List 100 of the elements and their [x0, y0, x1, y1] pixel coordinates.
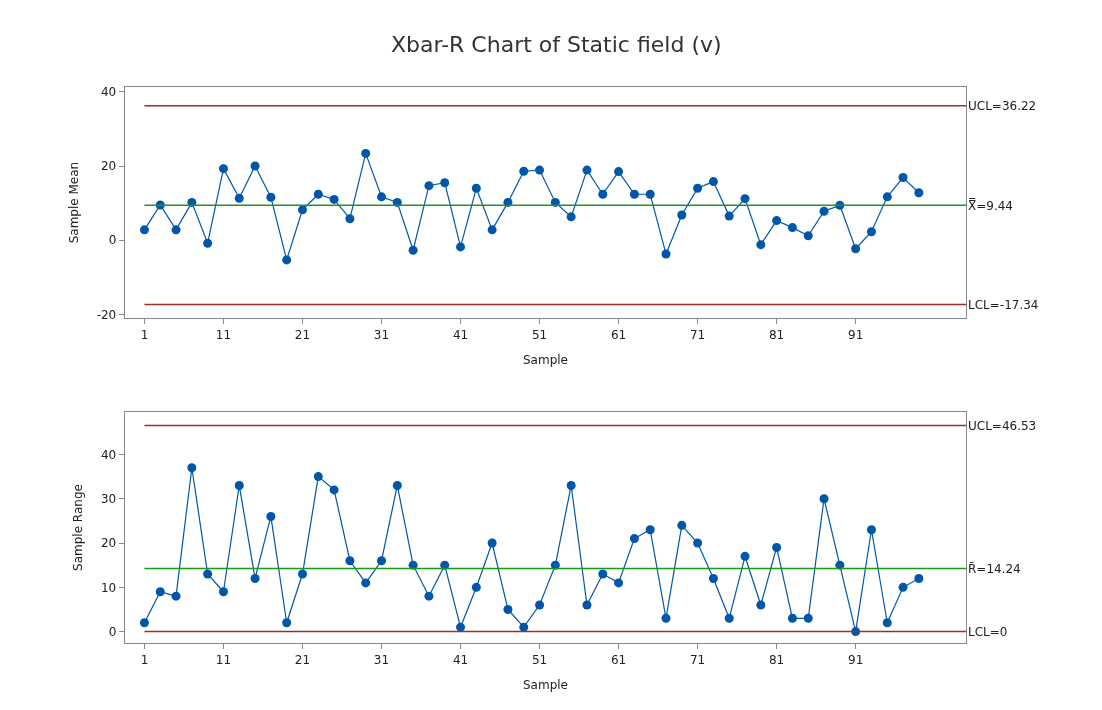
point — [139, 618, 149, 628]
ref-line-label: R̄=14.24 — [968, 562, 1021, 577]
point — [614, 578, 624, 588]
point — [392, 480, 402, 490]
point — [313, 472, 323, 482]
x-tick-label: 21 — [294, 652, 311, 667]
y-tick-label: 0 — [108, 624, 117, 639]
x-tick-label: 81 — [768, 652, 785, 667]
point — [914, 573, 924, 583]
point — [471, 582, 481, 592]
point — [218, 164, 228, 174]
point — [377, 192, 387, 202]
point — [629, 189, 639, 199]
point — [503, 604, 513, 614]
point — [329, 485, 339, 495]
point — [566, 480, 576, 490]
x-tick-label: 11 — [215, 652, 232, 667]
x-tick-label: 71 — [689, 652, 706, 667]
point — [819, 206, 829, 216]
point — [234, 193, 244, 203]
point — [361, 148, 371, 158]
x-tick-label: 41 — [452, 327, 469, 342]
x-tick-label: 1 — [140, 652, 149, 667]
point — [787, 223, 797, 233]
point — [377, 556, 387, 566]
y-axis-title: Sample Range — [71, 484, 86, 571]
x-tick-label: 41 — [452, 652, 469, 667]
ref-line-label: LCL=0 — [968, 625, 1008, 639]
point — [661, 613, 671, 623]
point — [645, 525, 655, 535]
point — [345, 214, 355, 224]
point — [582, 165, 592, 175]
point — [456, 622, 466, 632]
x-tick-label: 31 — [373, 327, 390, 342]
x-tick-label: 51 — [531, 327, 548, 342]
point — [740, 551, 750, 561]
x-tick-label: 11 — [215, 327, 232, 342]
x-tick-label: 91 — [848, 327, 864, 342]
point — [819, 494, 829, 504]
point — [187, 463, 197, 473]
point — [282, 255, 292, 265]
point — [471, 183, 481, 193]
y-tick-label: -20 — [96, 307, 117, 322]
point — [803, 231, 813, 241]
point — [487, 225, 497, 235]
point — [756, 240, 766, 250]
point — [535, 165, 545, 175]
point — [740, 194, 750, 204]
x-axis-title: Sample — [522, 353, 568, 368]
x-tick-label: 31 — [373, 652, 390, 667]
point — [519, 622, 529, 632]
point — [345, 556, 355, 566]
y-tick-label: 40 — [101, 447, 117, 462]
point — [914, 188, 924, 198]
point — [487, 538, 497, 548]
point — [297, 569, 307, 579]
point — [582, 600, 592, 610]
point — [677, 520, 687, 530]
point — [629, 534, 639, 544]
ref-line-label: UCL=36.22 — [968, 99, 1037, 113]
point — [708, 573, 718, 583]
chart-title: Xbar-R Chart of Static field (v) — [391, 32, 722, 57]
point — [171, 225, 181, 235]
point — [234, 480, 244, 490]
y-tick-label: 20 — [101, 159, 117, 174]
x-tick-label: 61 — [610, 327, 627, 342]
y-tick-label: 40 — [101, 85, 117, 100]
point — [787, 613, 797, 623]
ref-line-label: UCL=46.53 — [968, 419, 1037, 433]
x-tick-label: 71 — [689, 327, 706, 342]
point — [250, 573, 260, 583]
y-tick-label: 20 — [101, 536, 117, 551]
ref-line-label: LCL=-17.34 — [968, 298, 1039, 312]
point — [408, 245, 418, 255]
point — [598, 569, 608, 579]
y-tick-label: 0 — [108, 233, 117, 248]
x-tick-label: 61 — [610, 652, 627, 667]
x-axis-title: Sample — [522, 678, 568, 693]
point — [139, 225, 149, 235]
point — [693, 538, 703, 548]
point — [266, 511, 276, 521]
point — [898, 582, 908, 592]
ref-line-label: X̿=9.44 — [968, 198, 1013, 214]
point — [708, 177, 718, 187]
point — [772, 542, 782, 552]
point — [693, 183, 703, 193]
point — [203, 569, 213, 579]
x-tick-label: 21 — [294, 327, 311, 342]
point — [866, 227, 876, 237]
point — [724, 211, 734, 221]
point — [456, 242, 466, 252]
point — [250, 161, 260, 171]
point — [313, 189, 323, 199]
point — [519, 166, 529, 176]
point — [756, 600, 766, 610]
x-tick-label: 91 — [848, 652, 864, 667]
point — [440, 178, 450, 188]
point — [266, 192, 276, 202]
x-tick-label: 1 — [140, 327, 149, 342]
point — [424, 591, 434, 601]
